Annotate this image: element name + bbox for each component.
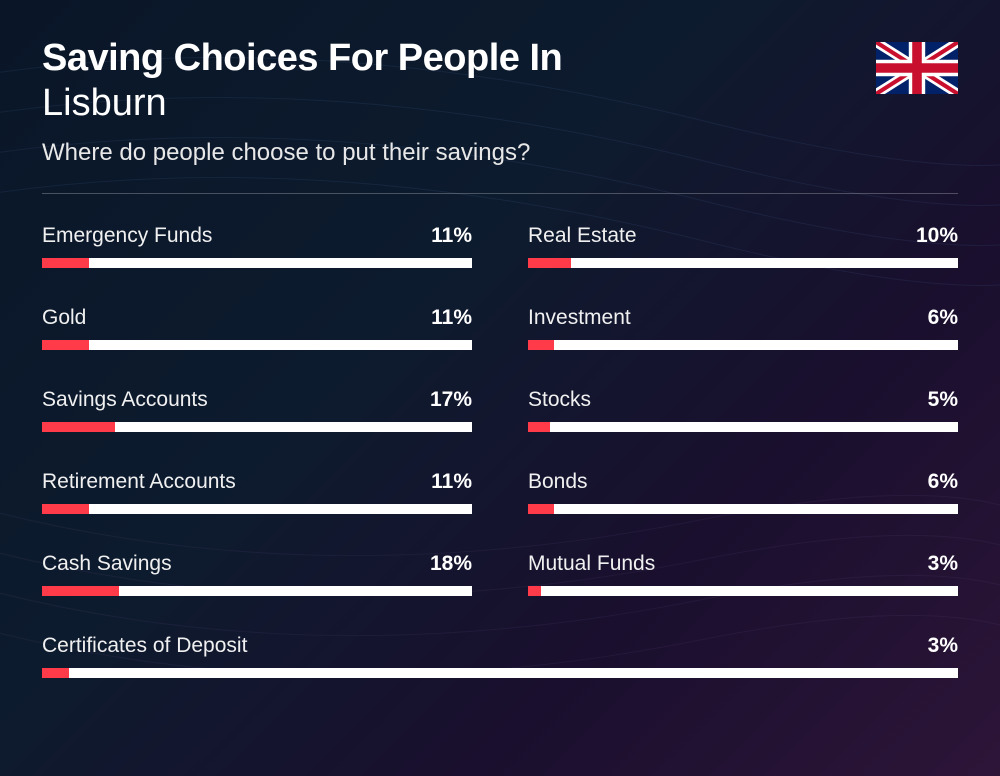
item-value: 11%	[431, 470, 472, 494]
chart-item: Emergency Funds 11%	[42, 224, 472, 268]
bar-fill	[42, 668, 69, 678]
item-value: 5%	[928, 388, 958, 412]
chart-item: Retirement Accounts 11%	[42, 470, 472, 514]
bar-track	[42, 504, 472, 514]
bar-track	[42, 422, 472, 432]
item-value: 11%	[431, 306, 472, 330]
bar-track	[42, 258, 472, 268]
title-line-1: Saving Choices For People In	[42, 38, 958, 80]
bar-track	[528, 340, 958, 350]
item-value: 10%	[916, 224, 958, 248]
chart-item: Investment 6%	[528, 306, 958, 350]
item-label: Retirement Accounts	[42, 470, 236, 494]
item-value: 17%	[430, 388, 472, 412]
bar-fill	[528, 422, 550, 432]
item-label: Certificates of Deposit	[42, 634, 247, 658]
item-label: Cash Savings	[42, 552, 172, 576]
item-label: Bonds	[528, 470, 588, 494]
item-value: 18%	[430, 552, 472, 576]
item-value: 3%	[928, 634, 958, 658]
bar-fill	[42, 258, 89, 268]
chart-item: Gold 11%	[42, 306, 472, 350]
chart-item: Real Estate 10%	[528, 224, 958, 268]
bar-track	[528, 422, 958, 432]
chart-item-full: Certificates of Deposit 3%	[42, 634, 958, 678]
header: Saving Choices For People In Lisburn Whe…	[42, 38, 958, 167]
divider	[42, 193, 958, 194]
chart-item: Stocks 5%	[528, 388, 958, 432]
bar-fill	[42, 340, 89, 350]
item-label: Mutual Funds	[528, 552, 655, 576]
chart-item: Mutual Funds 3%	[528, 552, 958, 596]
bar-fill	[528, 504, 554, 514]
item-label: Stocks	[528, 388, 591, 412]
bar-track	[42, 668, 958, 678]
title-line-2: Lisburn	[42, 82, 958, 125]
item-value: 6%	[928, 306, 958, 330]
chart-item: Cash Savings 18%	[42, 552, 472, 596]
item-value: 3%	[928, 552, 958, 576]
main-container: Saving Choices For People In Lisburn Whe…	[0, 0, 1000, 716]
bar-track	[42, 586, 472, 596]
item-value: 11%	[431, 224, 472, 248]
item-label: Real Estate	[528, 224, 637, 248]
item-label: Emergency Funds	[42, 224, 212, 248]
bar-track	[528, 258, 958, 268]
item-label: Investment	[528, 306, 631, 330]
chart-grid: Emergency Funds 11% Real Estate 10% Gold…	[42, 224, 958, 678]
item-value: 6%	[928, 470, 958, 494]
bar-track	[528, 586, 958, 596]
chart-item: Bonds 6%	[528, 470, 958, 514]
item-label: Gold	[42, 306, 86, 330]
bar-fill	[42, 504, 89, 514]
item-label: Savings Accounts	[42, 388, 208, 412]
bar-fill	[528, 258, 571, 268]
bar-fill	[528, 340, 554, 350]
bar-fill	[42, 422, 115, 432]
bar-track	[528, 504, 958, 514]
bar-fill	[42, 586, 119, 596]
uk-flag-icon	[876, 42, 958, 94]
bar-fill	[528, 586, 541, 596]
bar-track	[42, 340, 472, 350]
subtitle: Where do people choose to put their savi…	[42, 139, 958, 167]
chart-item: Savings Accounts 17%	[42, 388, 472, 432]
